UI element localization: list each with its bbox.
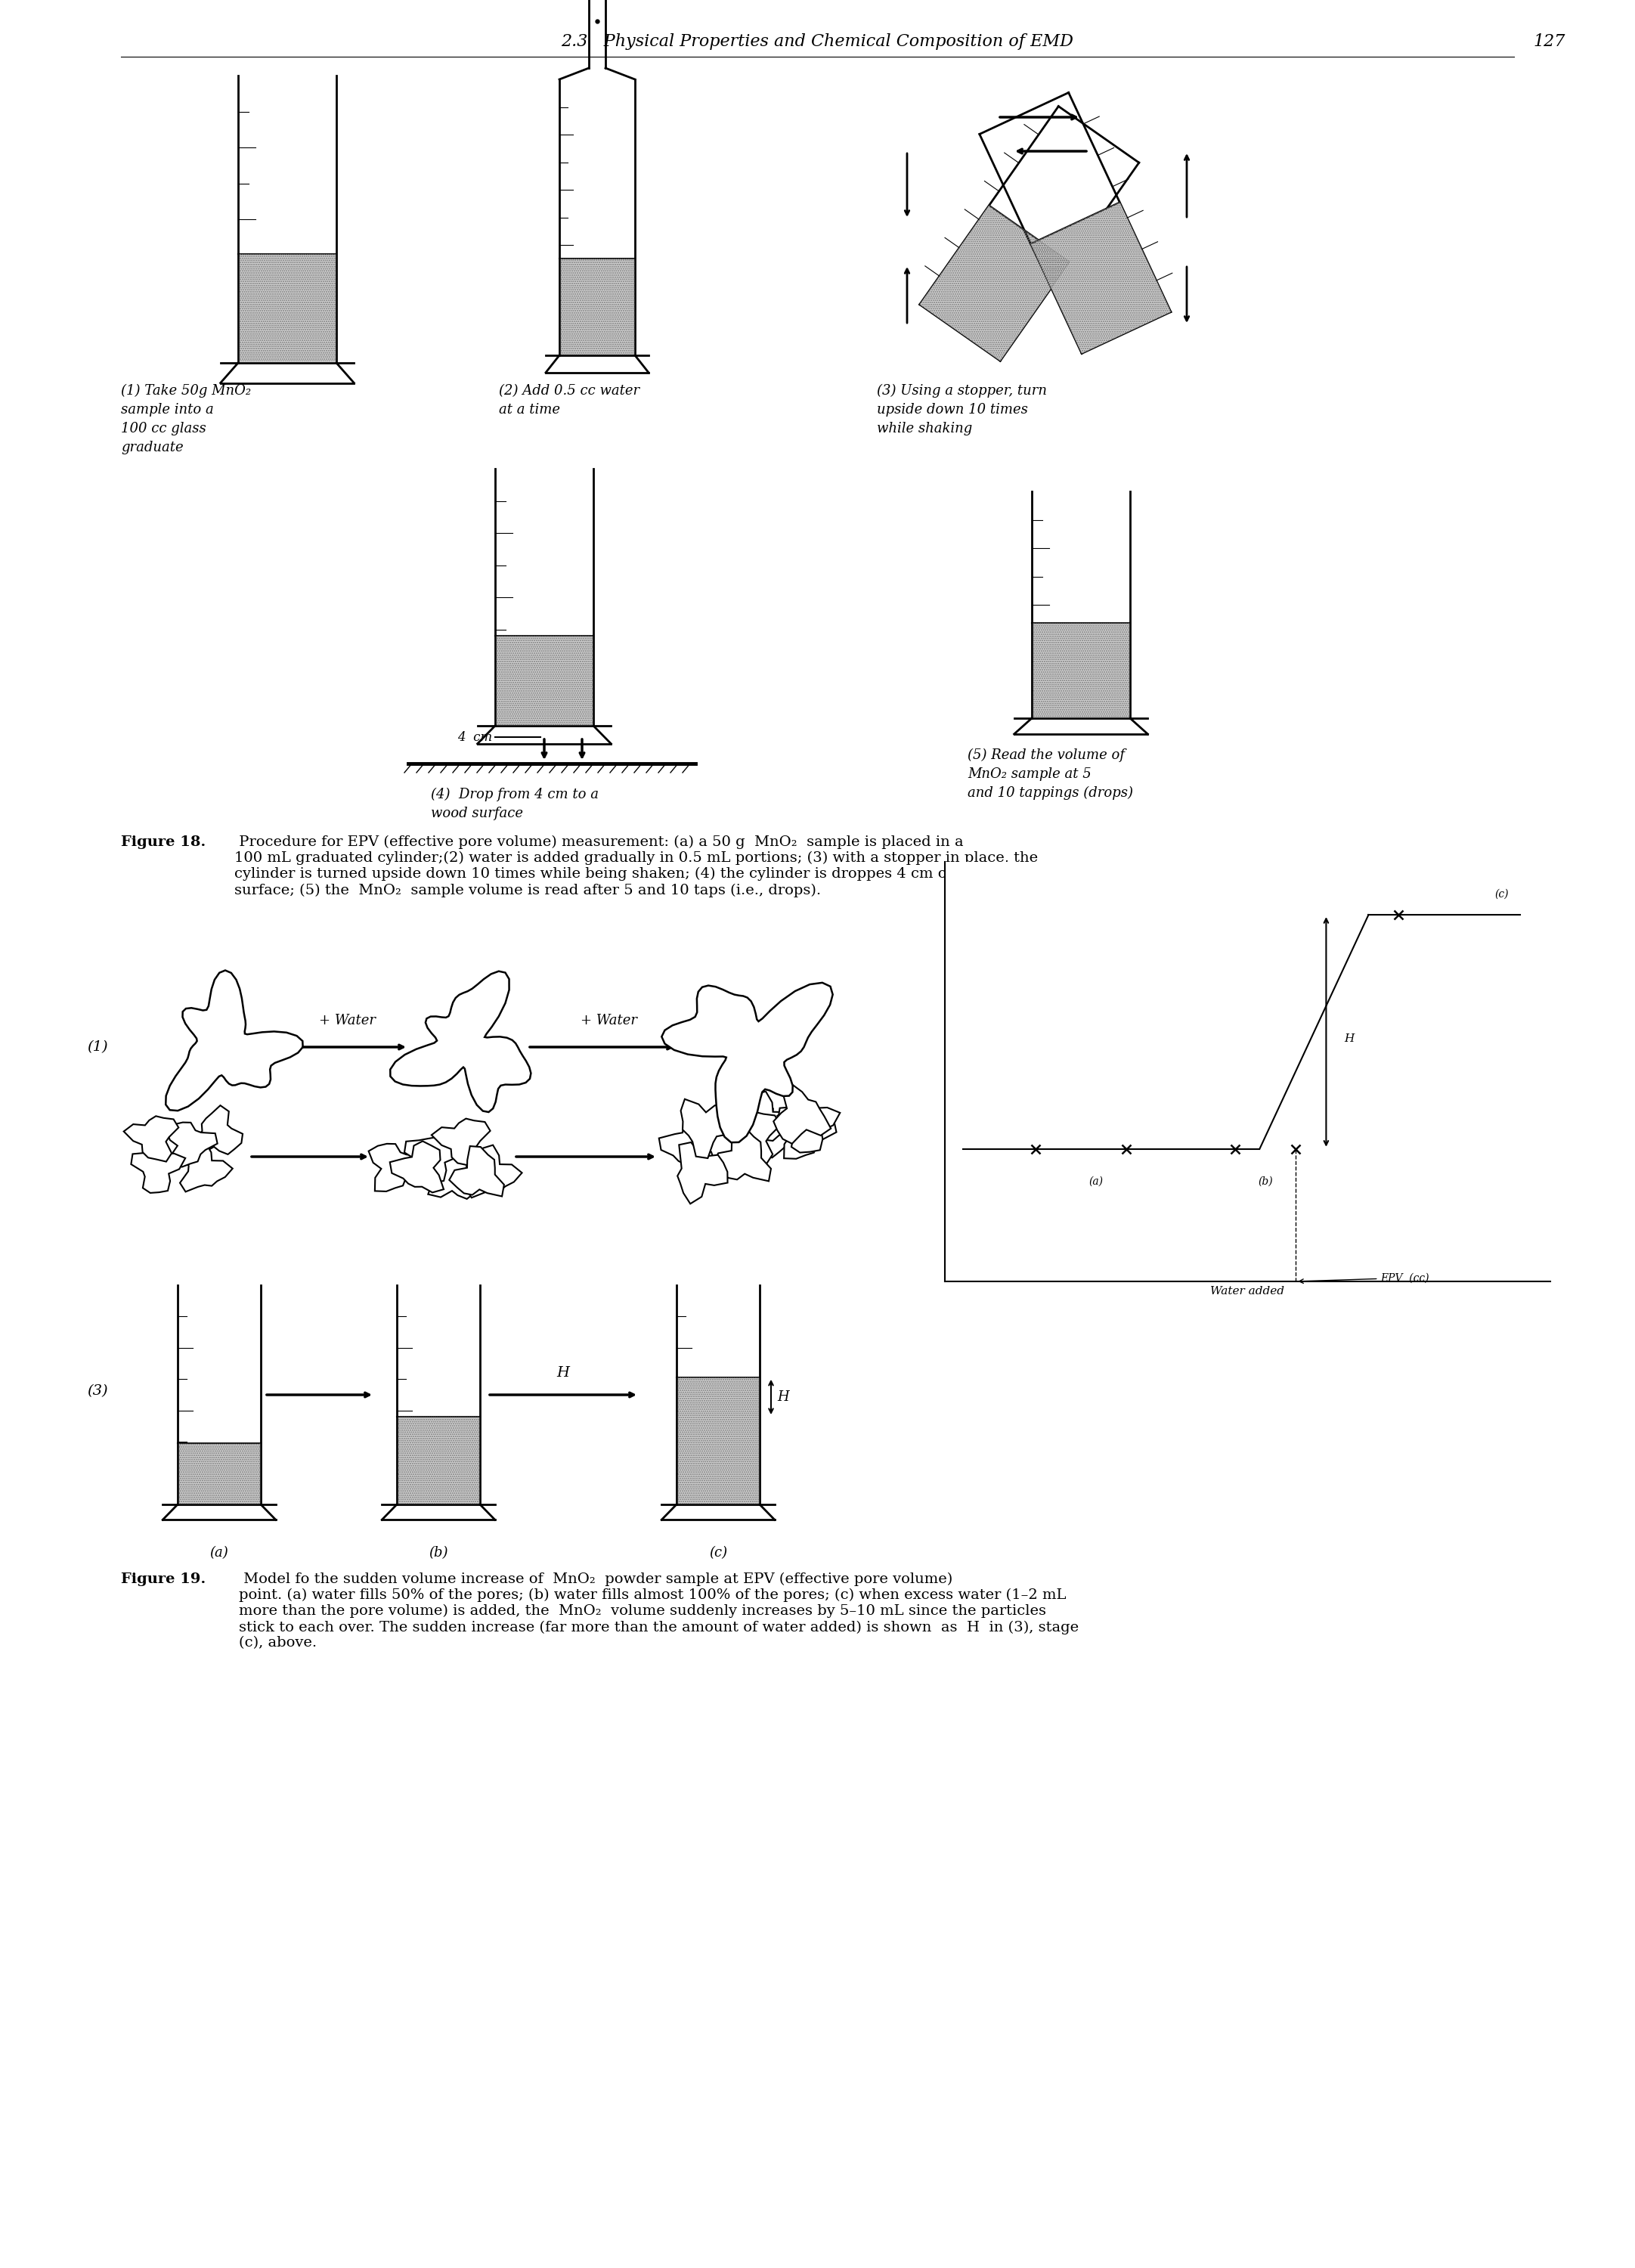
Polygon shape: [718, 1111, 780, 1163]
X-axis label: Water added: Water added: [1210, 1286, 1285, 1297]
Polygon shape: [428, 1148, 482, 1200]
Text: (1) Take 50g MnO₂: (1) Take 50g MnO₂: [121, 383, 252, 397]
Text: (a): (a): [209, 1547, 229, 1560]
Text: + Water: + Water: [319, 1014, 376, 1027]
Polygon shape: [450, 1145, 504, 1195]
Text: Model fo the sudden volume increase of  MnO₂  powder sample at EPV (effective po: Model fo the sudden volume increase of M…: [239, 1572, 1079, 1649]
Polygon shape: [777, 1109, 837, 1159]
Text: while shaking: while shaking: [876, 422, 973, 435]
Bar: [178, 1442, 260, 1504]
Polygon shape: [778, 1105, 840, 1152]
Polygon shape: [1030, 202, 1171, 354]
Text: (b): (b): [428, 1547, 448, 1560]
Text: sample into a: sample into a: [121, 404, 214, 417]
Polygon shape: [736, 1091, 796, 1148]
Bar: [1033, 624, 1128, 717]
Polygon shape: [773, 1084, 831, 1143]
Text: H: H: [1344, 1034, 1354, 1043]
Text: 127: 127: [1534, 34, 1566, 50]
Text: (5) Read the volume of: (5) Read the volume of: [968, 748, 1125, 762]
Polygon shape: [191, 1105, 242, 1154]
Text: (c): (c): [710, 1547, 728, 1560]
Polygon shape: [677, 1143, 728, 1204]
Text: (a): (a): [1089, 1175, 1104, 1186]
Text: (2) Add 0.5 cc water: (2) Add 0.5 cc water: [499, 383, 639, 397]
Bar: [561, 259, 634, 354]
Text: graduate: graduate: [121, 440, 183, 454]
Text: Figure 18.: Figure 18.: [121, 835, 206, 848]
Polygon shape: [165, 1123, 217, 1166]
Text: 4  cm: 4 cm: [458, 730, 492, 744]
Polygon shape: [662, 982, 832, 1143]
Text: Figure 19.: Figure 19.: [121, 1572, 206, 1585]
Text: and 10 tappings (drops): and 10 tappings (drops): [968, 787, 1133, 801]
Text: EPV  (cc): EPV (cc): [1300, 1272, 1429, 1284]
Text: H: H: [556, 1365, 569, 1379]
Polygon shape: [124, 1116, 178, 1161]
Text: (4)  Drop from 4 cm to a: (4) Drop from 4 cm to a: [432, 787, 598, 801]
Text: 100 cc glass: 100 cc glass: [121, 422, 206, 435]
Text: at a time: at a time: [499, 404, 561, 417]
Polygon shape: [404, 1139, 463, 1184]
Bar: [677, 1377, 759, 1504]
Polygon shape: [466, 1145, 522, 1198]
Bar: [239, 254, 335, 361]
Bar: [561, 259, 634, 354]
Text: (1): (1): [87, 1041, 108, 1055]
Polygon shape: [680, 1100, 731, 1159]
Bar: [239, 254, 335, 361]
Polygon shape: [731, 1102, 790, 1157]
Polygon shape: [389, 1141, 443, 1193]
Polygon shape: [432, 1118, 490, 1168]
Bar: [397, 1418, 479, 1504]
Text: 2.3   Physical Properties and Chemical Composition of EMD: 2.3 Physical Properties and Chemical Com…: [561, 34, 1073, 50]
Text: wood surface: wood surface: [432, 807, 523, 821]
Polygon shape: [165, 971, 302, 1111]
Polygon shape: [391, 971, 531, 1111]
Bar: [497, 635, 592, 726]
Bar: [497, 635, 592, 726]
Text: upside down 10 times: upside down 10 times: [876, 404, 1028, 417]
Bar: [178, 1442, 260, 1504]
Polygon shape: [921, 206, 1069, 361]
Polygon shape: [180, 1143, 232, 1191]
Text: (3) Using a stopper, turn: (3) Using a stopper, turn: [876, 383, 1046, 397]
Bar: [677, 1377, 759, 1504]
Text: + Water: + Water: [580, 1014, 638, 1027]
Text: (c): (c): [1494, 889, 1509, 900]
Text: Procedure for EPV (effective pore volume) measurement: (a) a 50 g  MnO₂  sample : Procedure for EPV (effective pore volume…: [234, 835, 1048, 898]
Polygon shape: [713, 1127, 772, 1182]
Polygon shape: [368, 1143, 423, 1191]
Text: MnO₂ sample at 5: MnO₂ sample at 5: [968, 767, 1091, 780]
Bar: [397, 1418, 479, 1504]
Polygon shape: [659, 1116, 716, 1170]
Text: H: H: [777, 1390, 790, 1404]
Bar: [1033, 624, 1128, 717]
Text: (3): (3): [87, 1383, 108, 1397]
Text: (b): (b): [1259, 1175, 1274, 1186]
Polygon shape: [131, 1150, 185, 1193]
